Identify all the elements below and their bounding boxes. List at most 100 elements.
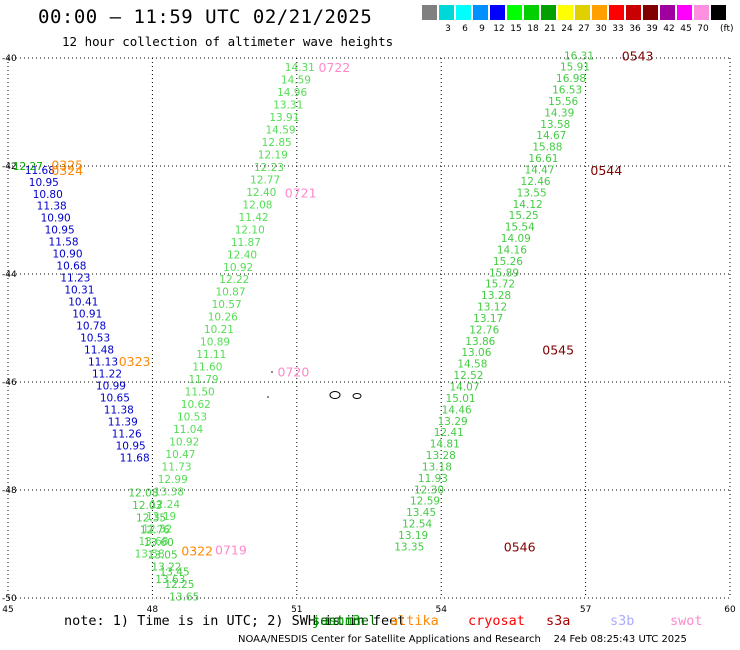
swh-value: 10.87 bbox=[215, 287, 245, 299]
scale-label: 70 bbox=[697, 24, 709, 34]
swh-value: 10.95 bbox=[116, 441, 146, 453]
scale-label: 18 bbox=[527, 24, 539, 34]
island-dot bbox=[267, 396, 269, 398]
swh-value: 13.12 bbox=[477, 302, 507, 314]
scale-unit: (ft) bbox=[720, 24, 734, 34]
pass-time-label: 0543 bbox=[622, 48, 654, 63]
swh-value: 13.38 bbox=[154, 486, 184, 498]
swh-value: 15.25 bbox=[509, 210, 539, 222]
swh-value: 10.95 bbox=[29, 177, 59, 189]
swh-value: 11.22 bbox=[92, 369, 122, 381]
swh-value: 13.31 bbox=[273, 100, 303, 112]
swh-value: 11.11 bbox=[196, 349, 226, 361]
swh-value: 16.53 bbox=[552, 85, 582, 97]
swh-value: 16.98 bbox=[556, 73, 586, 85]
swh-value: 15.01 bbox=[446, 393, 476, 405]
swh-value: 15.56 bbox=[548, 96, 578, 108]
scale-label: 27 bbox=[578, 24, 590, 34]
satellite-legend-item: s3b bbox=[610, 613, 635, 629]
credit-line: NOAA/NESDIS Center for Satellite Applica… bbox=[238, 634, 687, 645]
scale-swatch bbox=[524, 5, 540, 20]
scale-swatch bbox=[541, 5, 557, 20]
swh-value: 10.92 bbox=[169, 436, 199, 448]
swh-value: 12.08 bbox=[242, 199, 272, 211]
swh-value: 11.23 bbox=[60, 273, 90, 285]
swh-value: 12.10 bbox=[235, 224, 265, 236]
swh-value: 16.31 bbox=[564, 50, 594, 62]
swh-value: 11.26 bbox=[112, 429, 142, 441]
swh-value: 10.78 bbox=[76, 321, 106, 333]
swh-value: 13.63 bbox=[155, 574, 185, 586]
swh-value: 13.06 bbox=[461, 347, 491, 359]
swh-value: 14.12 bbox=[513, 199, 543, 211]
swh-value: 13.45 bbox=[406, 507, 436, 519]
swh-value: 10.91 bbox=[72, 309, 102, 321]
scale-swatch bbox=[490, 5, 506, 20]
swh-value: 11.42 bbox=[239, 212, 269, 224]
pass-time-label: 0546 bbox=[504, 540, 536, 555]
swh-value: 13.28 bbox=[481, 290, 511, 302]
swh-value: 10.80 bbox=[33, 189, 63, 201]
swh-value: 11.73 bbox=[162, 461, 192, 473]
swh-value: 12.46 bbox=[521, 176, 551, 188]
swh-value: 10.47 bbox=[165, 449, 195, 461]
swh-value: 10.26 bbox=[208, 312, 238, 324]
swh-value: 13.35 bbox=[394, 541, 424, 553]
swh-value: 12.22 bbox=[219, 274, 249, 286]
lat-tick-label: -42 bbox=[2, 162, 17, 172]
scale-swatch bbox=[558, 5, 574, 20]
swh-value: 14.96 bbox=[277, 87, 307, 99]
scale-swatch bbox=[660, 5, 676, 20]
lat-tick-label: -46 bbox=[2, 378, 17, 388]
swh-value: 12.23 bbox=[254, 162, 284, 174]
scale-label: 33 bbox=[612, 24, 624, 34]
swh-value: 11.13 bbox=[88, 357, 118, 369]
pass-time-label: 0322 bbox=[181, 543, 213, 558]
scale-swatch bbox=[626, 5, 642, 20]
scale-label: 24 bbox=[561, 24, 573, 34]
island-outline bbox=[329, 391, 341, 399]
swh-value: 13.86 bbox=[465, 336, 495, 348]
swh-value: 12.27 bbox=[13, 161, 43, 173]
swh-value: 14.67 bbox=[536, 130, 566, 142]
swh-value: 12.59 bbox=[410, 496, 440, 508]
swh-value: 13.18 bbox=[422, 461, 452, 473]
swh-value: 10.41 bbox=[68, 297, 98, 309]
scale-label: 15 bbox=[510, 24, 522, 34]
swh-value: 12.77 bbox=[250, 174, 280, 186]
swh-value: 13.55 bbox=[517, 187, 547, 199]
swh-value: 13.17 bbox=[473, 313, 503, 325]
swh-value: 13.60 bbox=[144, 537, 174, 549]
swh-value: 10.53 bbox=[177, 411, 207, 423]
lat-tick-label: -50 bbox=[2, 594, 17, 604]
scale-label: 30 bbox=[595, 24, 607, 34]
swh-value: 13.19 bbox=[398, 530, 428, 542]
swh-value: 14.58 bbox=[457, 359, 487, 371]
swh-value: 14.81 bbox=[430, 439, 460, 451]
scale-label: 39 bbox=[646, 24, 658, 34]
pass-time-label: 0721 bbox=[285, 185, 317, 200]
swh-value: 15.91 bbox=[560, 62, 590, 74]
swh-value: 12.19 bbox=[258, 149, 288, 161]
swh-value: 12.76 bbox=[469, 324, 499, 336]
swh-value: 14.39 bbox=[544, 107, 574, 119]
swh-value: 15.72 bbox=[485, 279, 515, 291]
swh-value: 11.93 bbox=[418, 473, 448, 485]
swh-value: 11.38 bbox=[37, 201, 67, 213]
lon-tick-label: 48 bbox=[147, 605, 159, 615]
swh-value: 12.30 bbox=[414, 484, 444, 496]
pass-time-label: 0545 bbox=[542, 343, 574, 358]
swh-value: 12.76 bbox=[140, 525, 170, 537]
swh-value: 11.68 bbox=[120, 452, 150, 464]
swh-value: 11.79 bbox=[189, 374, 219, 386]
swh-value: 10.53 bbox=[80, 333, 110, 345]
swh-value: 10.90 bbox=[52, 249, 82, 261]
swh-value: 10.31 bbox=[64, 285, 94, 297]
scale-label: 36 bbox=[629, 24, 641, 34]
scale-swatch bbox=[677, 5, 693, 20]
swh-value: 14.46 bbox=[442, 404, 472, 416]
satellite-legend-item: jason3 bbox=[312, 613, 361, 629]
swh-value: 12.52 bbox=[453, 370, 483, 382]
swh-value: 15.54 bbox=[505, 222, 535, 234]
